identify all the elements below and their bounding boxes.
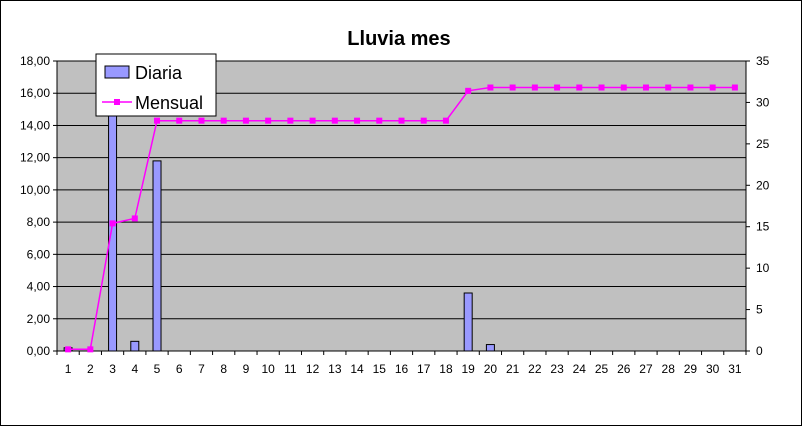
legend: Diaria Mensual bbox=[95, 53, 217, 117]
y-right-tick-label: 15 bbox=[756, 220, 770, 234]
y-right-tick-label: 30 bbox=[756, 95, 770, 109]
bar-diaria bbox=[463, 292, 473, 352]
point-mensual bbox=[109, 220, 116, 227]
y-left-tick-label: 10,00 bbox=[20, 183, 50, 197]
y-right-tick-label: 5 bbox=[756, 303, 763, 317]
bar-diaria bbox=[152, 160, 162, 352]
point-mensual bbox=[687, 84, 694, 91]
x-tick-label: 13 bbox=[328, 362, 342, 376]
legend-label-diaria: Diaria bbox=[135, 63, 183, 83]
point-mensual bbox=[554, 84, 561, 91]
y-left-tick-label: 14,00 bbox=[20, 118, 50, 132]
x-tick-label: 7 bbox=[198, 362, 205, 376]
x-tick-label: 16 bbox=[395, 362, 409, 376]
y-left-tick-label: 16,00 bbox=[20, 86, 50, 100]
x-tick-label: 3 bbox=[109, 362, 116, 376]
point-mensual bbox=[265, 117, 272, 124]
point-mensual bbox=[709, 84, 716, 91]
point-mensual bbox=[287, 117, 294, 124]
x-tick-label: 27 bbox=[639, 362, 653, 376]
point-mensual bbox=[487, 84, 494, 91]
point-mensual bbox=[531, 84, 538, 91]
point-mensual bbox=[309, 117, 316, 124]
x-tick-label: 14 bbox=[350, 362, 364, 376]
x-tick-label: 11 bbox=[284, 362, 297, 376]
point-mensual bbox=[65, 346, 72, 353]
x-tick-label: 29 bbox=[684, 362, 698, 376]
x-tick-label: 17 bbox=[417, 362, 431, 376]
y-right-tick-label: 10 bbox=[756, 261, 770, 275]
point-mensual bbox=[642, 84, 649, 91]
y-left-tick-label: 8,00 bbox=[27, 215, 51, 229]
point-mensual bbox=[131, 215, 138, 222]
point-mensual bbox=[509, 84, 516, 91]
bar-diaria bbox=[108, 105, 118, 352]
x-tick-label: 21 bbox=[506, 362, 520, 376]
point-mensual bbox=[87, 346, 94, 353]
x-tick-label: 6 bbox=[176, 362, 183, 376]
point-mensual bbox=[398, 117, 405, 124]
point-mensual bbox=[354, 117, 361, 124]
point-mensual bbox=[620, 84, 627, 91]
bar-diaria bbox=[130, 340, 140, 352]
y-left-tick-label: 18,00 bbox=[20, 54, 50, 68]
x-tick-label: 18 bbox=[439, 362, 453, 376]
legend-box bbox=[95, 53, 217, 117]
x-tick-label: 4 bbox=[131, 362, 138, 376]
point-mensual bbox=[242, 117, 249, 124]
point-mensual bbox=[442, 117, 449, 124]
point-mensual bbox=[331, 117, 338, 124]
x-tick-label: 19 bbox=[461, 362, 475, 376]
y-right-tick-label: 0 bbox=[756, 344, 763, 358]
y-right-tick-label: 25 bbox=[756, 137, 770, 151]
y-right-tick-label: 35 bbox=[756, 54, 770, 68]
bar-diaria bbox=[485, 344, 495, 352]
y-left-tick-label: 6,00 bbox=[27, 247, 51, 261]
point-mensual bbox=[576, 84, 583, 91]
y-left-tick-label: 4,00 bbox=[27, 280, 51, 294]
x-tick-label: 22 bbox=[528, 362, 542, 376]
point-mensual bbox=[731, 84, 738, 91]
x-tick-label: 10 bbox=[261, 362, 275, 376]
x-tick-label: 26 bbox=[617, 362, 631, 376]
point-mensual bbox=[176, 117, 183, 124]
x-tick-label: 1 bbox=[65, 362, 72, 376]
x-tick-label: 5 bbox=[154, 362, 161, 376]
x-tick-label: 2 bbox=[87, 362, 94, 376]
x-tick-label: 12 bbox=[306, 362, 320, 376]
x-tick-label: 24 bbox=[573, 362, 587, 376]
point-mensual bbox=[465, 87, 472, 94]
y-right-tick-label: 20 bbox=[756, 178, 770, 192]
chart-title: Lluvia mes bbox=[347, 28, 450, 50]
x-tick-label: 31 bbox=[728, 362, 742, 376]
x-tick-label: 25 bbox=[595, 362, 609, 376]
x-tick-label: 9 bbox=[243, 362, 250, 376]
x-tick-label: 8 bbox=[220, 362, 227, 376]
y-left-tick-label: 2,00 bbox=[27, 312, 51, 326]
legend-swatch-diaria bbox=[104, 65, 130, 79]
x-tick-label: 30 bbox=[706, 362, 720, 376]
point-mensual bbox=[420, 117, 427, 124]
point-mensual bbox=[376, 117, 383, 124]
x-tick-label: 23 bbox=[550, 362, 564, 376]
x-tick-label: 20 bbox=[484, 362, 498, 376]
point-mensual bbox=[598, 84, 605, 91]
point-mensual bbox=[154, 117, 161, 124]
x-tick-label: 28 bbox=[662, 362, 676, 376]
x-tick-label: 15 bbox=[373, 362, 387, 376]
y-left-tick-label: 12,00 bbox=[20, 151, 50, 165]
y-left-tick-label: 0,00 bbox=[27, 344, 51, 358]
legend-marker-mensual bbox=[114, 99, 120, 105]
point-mensual bbox=[665, 84, 672, 91]
point-mensual bbox=[220, 117, 227, 124]
legend-label-mensual: Mensual bbox=[135, 93, 203, 113]
point-mensual bbox=[198, 117, 205, 124]
